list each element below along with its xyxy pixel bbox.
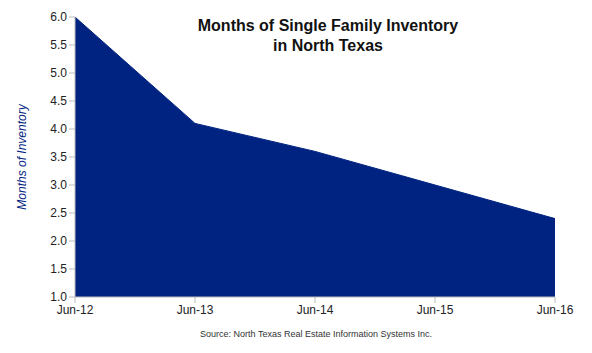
svg-text:Jun-14: Jun-14 — [297, 303, 334, 317]
svg-text:1.0: 1.0 — [50, 290, 67, 304]
svg-text:Jun-13: Jun-13 — [177, 303, 214, 317]
svg-text:Jun-16: Jun-16 — [537, 303, 574, 317]
svg-text:Jun-12: Jun-12 — [57, 303, 94, 317]
svg-text:Months of Inventory: Months of Inventory — [15, 103, 29, 209]
svg-text:3.5: 3.5 — [50, 150, 67, 164]
svg-text:5.5: 5.5 — [50, 38, 67, 52]
svg-text:3.0: 3.0 — [50, 178, 67, 192]
svg-text:4.0: 4.0 — [50, 122, 67, 136]
svg-text:4.5: 4.5 — [50, 94, 67, 108]
svg-text:2.5: 2.5 — [50, 206, 67, 220]
svg-text:5.0: 5.0 — [50, 66, 67, 80]
svg-text:6.0: 6.0 — [50, 10, 67, 24]
html-text:Source: North Texas Real Estat: Source: North Texas Real Estate Informat… — [200, 329, 432, 339]
html-text:Months of Single Family Invent: Months of Single Family Inventory — [197, 17, 459, 34]
svg-text:2.0: 2.0 — [50, 234, 67, 248]
svg-text:Jun-15: Jun-15 — [417, 303, 454, 317]
html-text:in North Texas: in North Texas — [273, 37, 383, 54]
svg-text:1.5: 1.5 — [50, 262, 67, 276]
